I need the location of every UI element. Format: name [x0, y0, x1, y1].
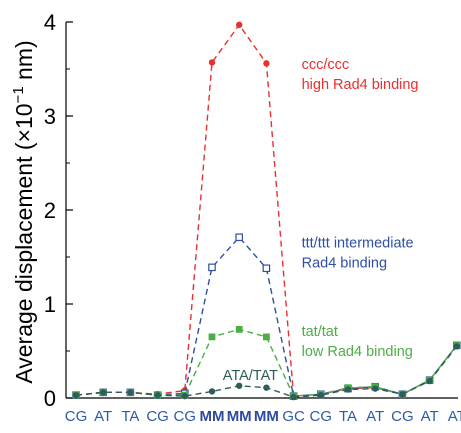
data-point: [263, 333, 270, 341]
data-point: [154, 391, 161, 399]
y-tick-label: 2: [44, 198, 56, 223]
annotation-label: high Rad4 binding: [302, 77, 419, 93]
data-point: [372, 385, 379, 392]
data-point: [263, 60, 270, 67]
data-point: [426, 377, 433, 385]
data-point: [208, 263, 216, 272]
data-point: [263, 384, 270, 391]
y-tick-label: 0: [44, 386, 56, 411]
data-point: [236, 382, 243, 389]
data-point: [100, 389, 107, 396]
annotations: ccc/ccc high Rad4 binding ttt/ttt intermed…: [223, 57, 419, 384]
annotation-label: ttt/ttt intermediate: [302, 236, 414, 252]
data-point: [262, 264, 271, 273]
series-group: [72, 21, 461, 401]
series-3: [72, 343, 460, 401]
annotation-label: ATA/TAT: [223, 368, 278, 384]
y-tick-label: 1: [44, 292, 56, 317]
x-tick-label: CG: [174, 408, 197, 425]
data-point: [290, 393, 297, 401]
y-axis-title: Average displacement (×10−1 nm): [10, 40, 37, 383]
x-tick-label: CG: [65, 408, 88, 425]
data-point: [208, 59, 216, 66]
data-point: [235, 233, 244, 242]
y-axis-label: Average displacement (×10−1 nm): [10, 40, 37, 383]
data-point: [127, 389, 134, 396]
x-tick-label: GC: [282, 408, 305, 425]
x-tick-label: AT: [94, 408, 112, 425]
x-tick-label: AT: [366, 408, 384, 425]
x-tick-label: CG: [146, 408, 169, 425]
y-label-base: 10: [11, 103, 37, 129]
y-label-exponent: −1: [10, 86, 27, 103]
x-tick-label: CG: [310, 408, 333, 425]
data-point: [317, 391, 324, 399]
y-tick-label: 3: [44, 104, 56, 129]
x-tick-label: MM: [254, 408, 279, 425]
x-ticks: CGATTACGCGMMMMMMGCCGTAATCGATAT: [65, 408, 461, 425]
y-label-times: ×: [11, 129, 37, 142]
y-label-part: Average displacement (: [11, 142, 37, 384]
data-point: [208, 388, 216, 395]
x-tick-label: MM: [200, 408, 225, 425]
y-label-unit: nm): [11, 40, 37, 86]
data-point: [399, 391, 406, 398]
annotation-label: ccc/ccc: [302, 57, 350, 73]
y-ticks: 0 1 2 3 4: [44, 10, 73, 411]
data-point: [208, 333, 216, 341]
data-point: [344, 386, 352, 393]
annotation-label: tat/tat: [302, 324, 338, 340]
x-tick-label: CG: [391, 408, 414, 425]
x-tick-label: TA: [121, 408, 139, 425]
y-tick-label: 4: [44, 10, 56, 35]
data-point: [453, 343, 460, 350]
x-tick-label: AT: [448, 408, 461, 425]
x-tick-label: TA: [339, 408, 357, 425]
data-point: [235, 325, 243, 333]
data-point: [181, 392, 188, 400]
x-tick-label: MM: [227, 408, 252, 425]
annotation-label: Rad4 binding: [302, 256, 387, 272]
x-tick-label: AT: [421, 408, 439, 425]
data-point: [236, 21, 243, 29]
data-point: [72, 391, 80, 399]
annotation-label: low Rad4 binding: [302, 344, 413, 360]
